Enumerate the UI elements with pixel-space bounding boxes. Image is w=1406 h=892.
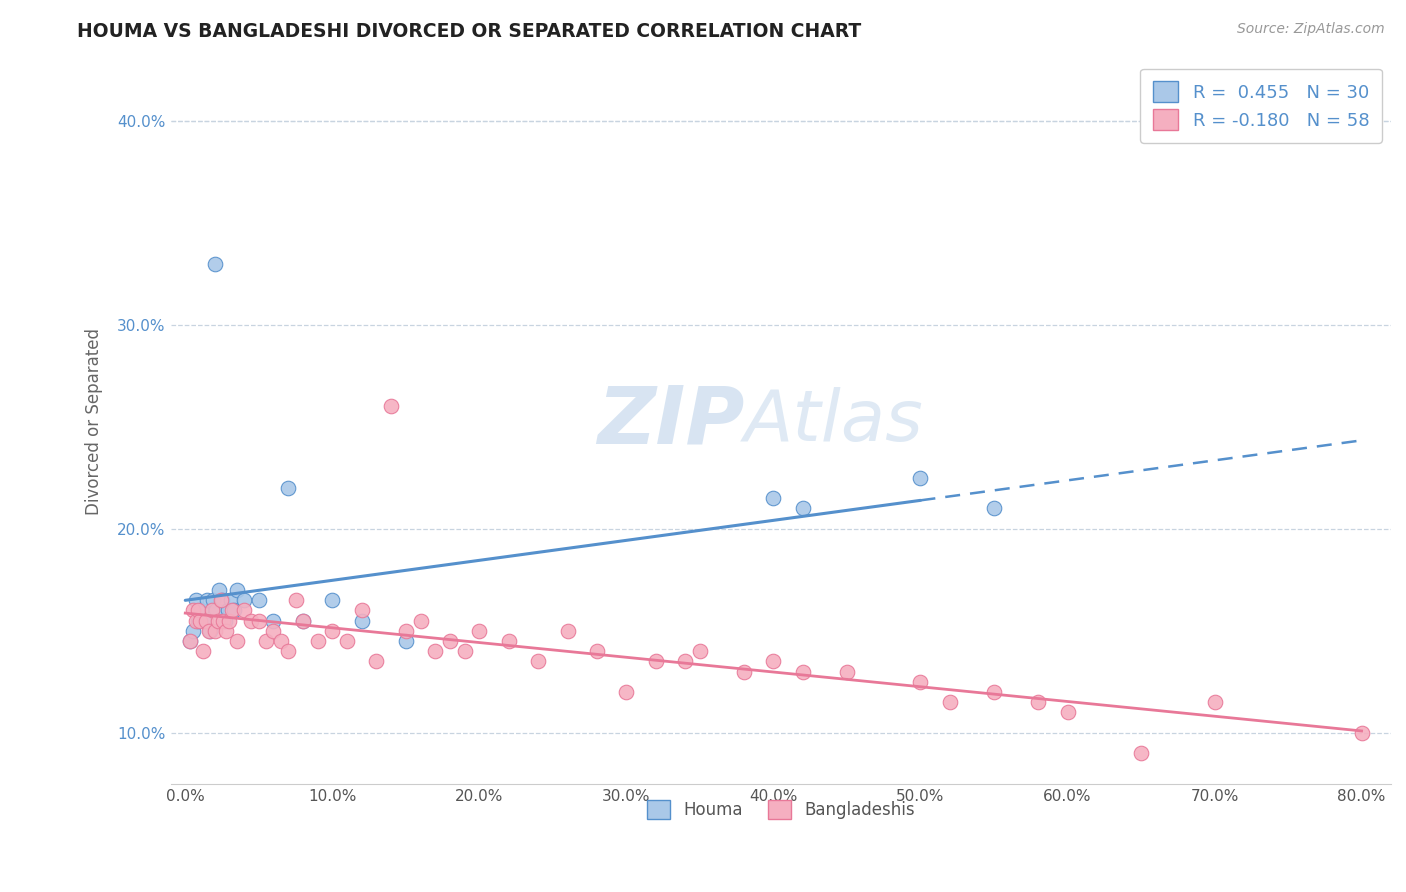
Point (247, 593, 270, 607)
Point (983, 685, 1005, 699)
Point (733, 665, 755, 679)
Point (184, 593, 207, 607)
Legend: Houma, Bangladeshis: Houma, Bangladeshis (640, 794, 922, 826)
Point (225, 582, 247, 597)
Point (395, 634, 418, 648)
Point (214, 614, 236, 628)
Point (200, 624, 222, 638)
Point (835, 665, 858, 679)
Point (263, 624, 285, 638)
Point (221, 603, 243, 617)
Point (201, 603, 224, 617)
Point (195, 593, 218, 607)
Point (350, 614, 373, 628)
Point (910, 471, 932, 485)
Point (792, 665, 814, 679)
Point (350, 603, 373, 617)
Point (263, 614, 285, 628)
Point (208, 582, 231, 597)
Point (277, 481, 299, 495)
Point (233, 593, 256, 607)
Point (219, 593, 242, 607)
Point (468, 624, 491, 638)
Point (1350, 725, 1372, 739)
Point (233, 603, 256, 617)
Point (762, 654, 785, 668)
Point (395, 624, 418, 638)
Point (240, 614, 263, 628)
Point (644, 654, 666, 668)
Point (1056, 706, 1078, 720)
Point (209, 593, 232, 607)
Point (212, 614, 235, 628)
Point (190, 603, 212, 617)
Point (179, 634, 201, 648)
Point (616, 685, 638, 699)
Point (673, 654, 696, 668)
Point (910, 674, 932, 689)
Text: Source: ZipAtlas.com: Source: ZipAtlas.com (1237, 22, 1385, 37)
Point (225, 634, 247, 648)
Point (321, 593, 343, 607)
Text: Atlas: Atlas (744, 387, 924, 456)
Point (184, 614, 207, 628)
Point (439, 634, 461, 648)
Point (181, 603, 204, 617)
Point (222, 603, 245, 617)
Point (409, 614, 432, 628)
Point (187, 603, 209, 617)
Point (270, 634, 292, 648)
Point (207, 614, 229, 628)
Point (792, 501, 814, 516)
Point (983, 501, 1005, 516)
Y-axis label: Divorced or Separated: Divorced or Separated (86, 328, 103, 516)
Point (194, 614, 217, 628)
Point (197, 624, 219, 638)
Text: HOUMA VS BANGLADESHI DIVORCED OR SEPARATED CORRELATION CHART: HOUMA VS BANGLADESHI DIVORCED OR SEPARAT… (77, 22, 862, 41)
Point (1204, 695, 1226, 709)
Point (284, 593, 307, 607)
Point (205, 603, 228, 617)
Point (336, 634, 359, 648)
Point (204, 256, 226, 270)
Point (247, 614, 270, 628)
Point (321, 624, 343, 638)
Point (498, 634, 520, 648)
Point (179, 634, 201, 648)
Point (291, 614, 314, 628)
Point (380, 400, 402, 414)
Point (254, 634, 277, 648)
Point (218, 614, 240, 628)
Point (366, 654, 388, 668)
Point (217, 603, 239, 617)
Point (215, 624, 238, 638)
Point (188, 614, 211, 628)
Point (187, 614, 209, 628)
Point (191, 644, 214, 658)
Point (527, 654, 550, 668)
Point (181, 624, 204, 638)
Point (1026, 695, 1049, 709)
Point (211, 593, 233, 607)
Point (277, 644, 299, 658)
Point (425, 644, 447, 658)
Text: ZIP: ZIP (596, 383, 744, 460)
Point (557, 624, 579, 638)
Point (586, 644, 609, 658)
Point (202, 593, 225, 607)
Point (291, 614, 314, 628)
Point (307, 634, 329, 648)
Point (1130, 746, 1153, 760)
Point (204, 624, 226, 638)
Point (453, 644, 475, 658)
Point (762, 491, 785, 505)
Point (689, 644, 711, 658)
Point (939, 695, 962, 709)
Point (193, 614, 215, 628)
